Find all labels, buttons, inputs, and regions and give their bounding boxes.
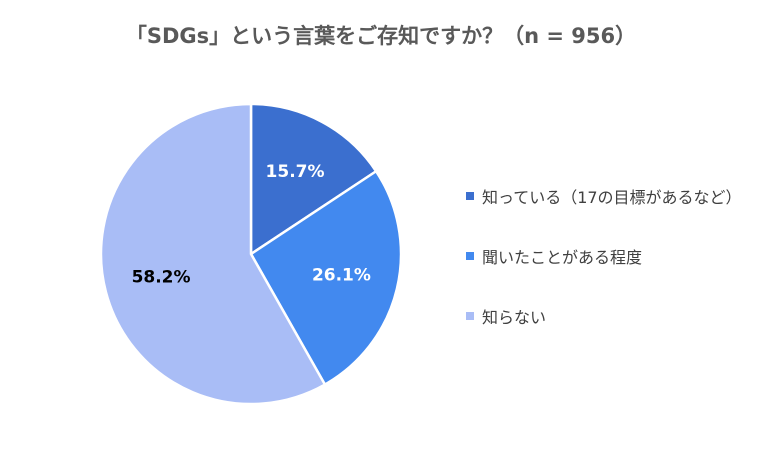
legend-label-unknown: 知らない [482, 308, 547, 327]
pie-slice-known [249, 102, 378, 256]
legend-swatch-heard [466, 252, 474, 260]
data-label-heard: 26.1% [312, 266, 371, 286]
data-label-unknown: 58.2% [132, 268, 191, 288]
legend-item-known: 知っている（17の目標があるなど） [466, 184, 742, 208]
chart-title: 「SDGs」という言葉をご存知ですか？（n = 956） [125, 24, 637, 48]
legend-item-unknown: 知らない [466, 304, 546, 328]
legend-label-known: 知っている（17の目標があるなど） [482, 188, 742, 207]
legend-swatch-unknown [466, 312, 474, 320]
legend-label-heard: 聞いたことがある程度 [482, 248, 643, 267]
pie-slice-heard [249, 170, 403, 386]
pie-slice-unknown [99, 102, 327, 406]
legend-swatch-known [466, 192, 474, 200]
legend-item-heard: 聞いたことがある程度 [466, 244, 642, 268]
data-label-known: 15.7% [266, 162, 325, 182]
